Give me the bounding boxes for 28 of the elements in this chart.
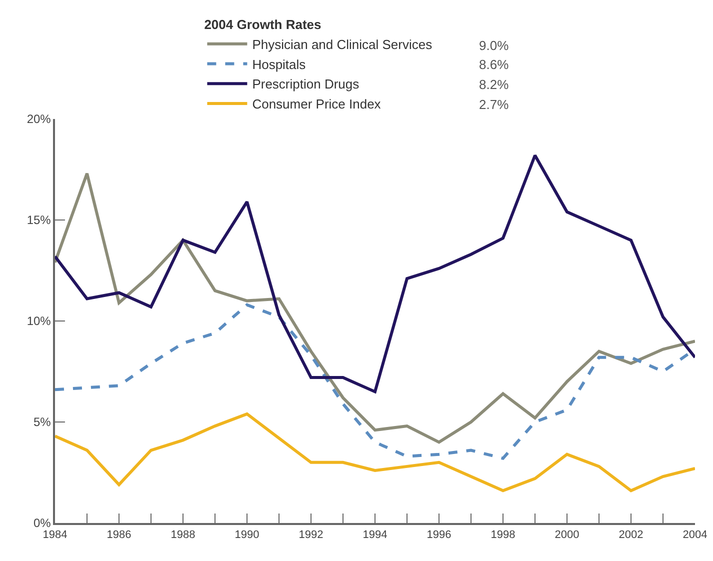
x-tick-label: 2000 — [554, 528, 580, 541]
x-tick-label: 1996 — [426, 528, 452, 541]
x-tick-label: 1986 — [106, 528, 132, 541]
x-tick-label: 1990 — [234, 528, 260, 541]
line-series — [55, 172, 695, 444]
x-tick-label: 1998 — [490, 528, 516, 541]
y-tick-label: 0% — [34, 516, 52, 530]
x-tick-label: 1988 — [170, 528, 196, 541]
line-series — [55, 412, 695, 492]
text: 9.0% — [479, 38, 510, 53]
x-tick-label: 1994 — [362, 528, 388, 541]
legend-label: Hospitals — [252, 56, 306, 72]
line-series — [55, 154, 695, 394]
legend-label: Prescription Drugs — [252, 76, 360, 92]
x-tick-label: 2004 — [682, 528, 708, 541]
y-tick-label: 5% — [34, 415, 52, 430]
text: 8.6% — [479, 57, 510, 72]
y-tick-label: 15% — [26, 213, 52, 228]
legend-title: 2004 Growth Rates — [204, 16, 322, 32]
x-tick-label: 1992 — [298, 528, 324, 541]
y-tick-label: 20% — [26, 112, 52, 126]
legend-label: Consumer Price Index — [252, 96, 382, 112]
text: 8.2% — [479, 77, 510, 92]
x-tick-label: 1984 — [42, 528, 68, 541]
x-tick-label: 2002 — [618, 528, 644, 541]
y-tick-label: 10% — [26, 314, 52, 328]
text: 2.7% — [479, 97, 510, 112]
legend-label: Physician and Clinical Services — [252, 36, 433, 52]
